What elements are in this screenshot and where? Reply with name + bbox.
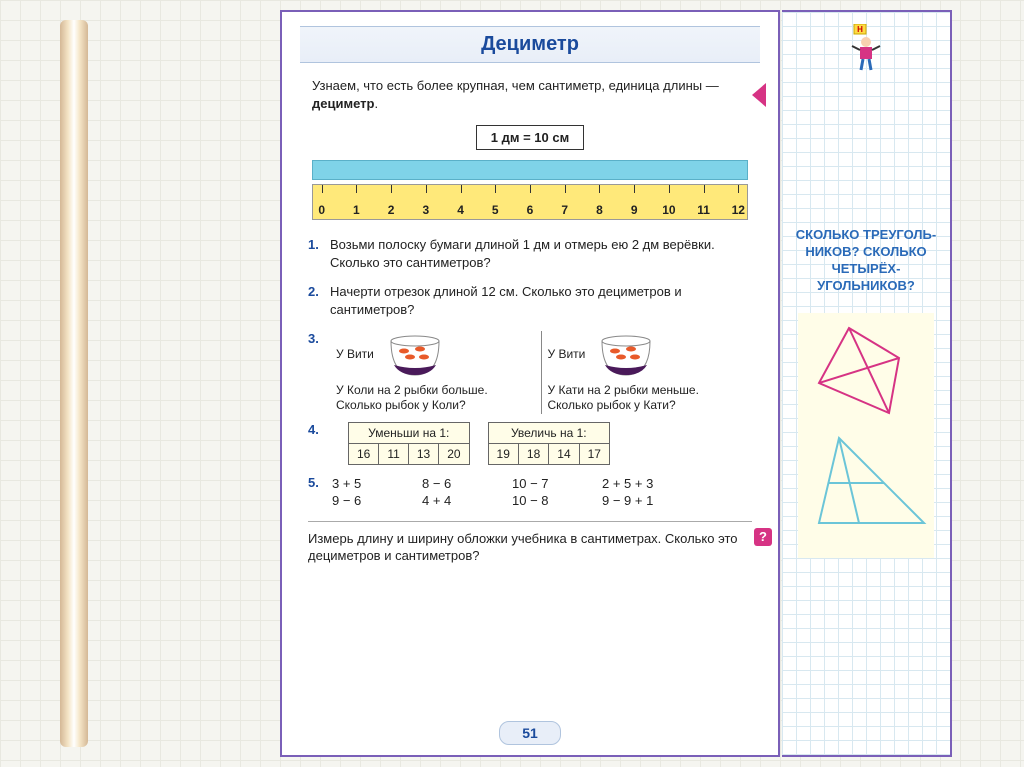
ruler-tick <box>565 185 566 193</box>
ruler-number: 7 <box>561 203 568 217</box>
equation: 8 − 6 <box>422 475 510 492</box>
cyan-shape <box>819 438 924 523</box>
sidebar-question: СКОЛЬКО ТРЕУГОЛЬ-НИКОВ? СКОЛЬКО ЧЕТЫРЁХ-… <box>790 227 942 295</box>
task-2: 2. Начерти отрезок длиной 12 см. Сколько… <box>308 283 752 318</box>
inc-title: Увеличь на 1: <box>488 422 609 443</box>
ruler-number: 0 <box>318 203 325 217</box>
ruler-tick <box>426 185 427 193</box>
ruler-number: 3 <box>422 203 429 217</box>
task3-right-top: У Вити <box>548 347 586 363</box>
equation: 9 − 6 <box>332 492 420 509</box>
ruler-number: 1 <box>353 203 360 217</box>
equation: 4 + 4 <box>422 492 510 509</box>
task-text: Начерти отрезок длиной 12 см. Сколько эт… <box>330 283 752 318</box>
equation-column: 3 + 59 − 6 <box>332 475 420 509</box>
intro-part2: . <box>374 96 378 111</box>
task-number: 2. <box>308 283 330 318</box>
equation: 3 + 5 <box>332 475 420 492</box>
task-number: 4. <box>308 422 330 437</box>
ruler-tick <box>530 185 531 193</box>
ruler-diagram: 0123456789101112 <box>312 184 748 220</box>
question-badge-icon: ? <box>754 528 772 546</box>
equation: 10 − 7 <box>512 475 600 492</box>
ruler-number: 8 <box>596 203 603 217</box>
ruler-tick <box>356 185 357 193</box>
equation-column: 2 + 5 + 39 − 9 + 1 <box>602 475 690 509</box>
page-number-wrap: 51 <box>282 721 778 755</box>
equation-column: 8 − 64 + 4 <box>422 475 510 509</box>
ruler-number: 12 <box>732 203 745 217</box>
table-cell: 13 <box>408 443 438 464</box>
task-number: 5. <box>308 475 330 509</box>
table-cell: 17 <box>579 443 609 464</box>
table-cell: 11 <box>379 443 408 464</box>
textbook-page: Дециметр Узнаем, что есть более крупная,… <box>280 10 780 757</box>
ruler-tick <box>599 185 600 193</box>
page-number: 51 <box>499 721 561 745</box>
ruler-tick <box>461 185 462 193</box>
task3-right-column: У Вити У Кати на 2 рыбки меньше. Сколько… <box>541 331 753 414</box>
ruler-tick <box>495 185 496 193</box>
red-shape <box>819 328 899 413</box>
ruler-number: 5 <box>492 203 499 217</box>
task-number: 3. <box>308 331 330 414</box>
intro-part1: Узнаем, что есть более крупная, чем сант… <box>312 78 719 93</box>
equation: 10 − 8 <box>512 492 600 509</box>
ruler-number: 2 <box>388 203 395 217</box>
kid-figure-icon: Н <box>790 24 942 77</box>
ruler-number: 6 <box>527 203 534 217</box>
ruler-number: 4 <box>457 203 464 217</box>
task-5: 5. 3 + 59 − 6 8 − 64 + 4 10 − 710 − 8 2 … <box>308 475 752 509</box>
table-cell: 14 <box>549 443 579 464</box>
decrease-table: Уменьши на 1: 16111320 <box>348 422 470 465</box>
task-1: 1. Возьми полоску бумаги длиной 1 дм и о… <box>308 236 752 271</box>
footer-task: Измерь длину и ширину обложки учебника в… <box>308 530 752 565</box>
footer-text: Измерь длину и ширину обложки учебника в… <box>308 531 737 564</box>
table-cell: 16 <box>349 443 379 464</box>
task3-left-column: У Вити У Коли на 2 рыбки больше. Сколько… <box>330 331 541 414</box>
table-cell: 20 <box>439 443 469 464</box>
fishbowl-icon <box>591 331 661 379</box>
table-cell: 18 <box>518 443 548 464</box>
shapes-box <box>798 313 934 558</box>
pink-arrow-icon <box>752 83 766 107</box>
ruler-tick <box>738 185 739 193</box>
equation: 2 + 5 + 3 <box>602 475 690 492</box>
ruler-tick <box>704 185 705 193</box>
increase-table: Увеличь на 1: 19181417 <box>488 422 610 465</box>
divider <box>308 521 752 522</box>
ruler-tick <box>634 185 635 193</box>
ruler-tick <box>322 185 323 193</box>
ruler-tick <box>669 185 670 193</box>
sidebar-panel: Н СКОЛЬКО ТРЕУГОЛЬ-НИКОВ? СКОЛЬКО ЧЕТЫРЁ… <box>782 10 952 757</box>
ruler-number: 10 <box>662 203 675 217</box>
ruler-tick <box>391 185 392 193</box>
page-title: Дециметр <box>300 26 760 63</box>
task-4: 4. Уменьши на 1: 16111320 Увеличь на 1: … <box>308 422 752 465</box>
ruler-number: 9 <box>631 203 638 217</box>
task-3: 3. У Вити У Коли на 2 рыбки боль <box>308 331 752 414</box>
cyan-paper-strip <box>312 160 748 180</box>
task-number: 1. <box>308 236 330 271</box>
dec-title: Уменьши на 1: <box>349 422 470 443</box>
kid-badge-letter: Н <box>857 25 863 34</box>
ruler-number: 11 <box>697 203 710 217</box>
task-text: Возьми полоску бумаги длиной 1 дм и отме… <box>330 236 752 271</box>
intro-bold: дециметр <box>312 96 374 111</box>
table-cell: 19 <box>488 443 518 464</box>
equation: 9 − 9 + 1 <box>602 492 690 509</box>
fishbowl-icon <box>380 331 450 379</box>
book-spine-decoration <box>60 20 88 747</box>
task3-left-top: У Вити <box>336 347 374 363</box>
task3-right-text: У Кати на 2 рыбки меньше. Сколько рыбок … <box>548 383 747 414</box>
task3-left-text: У Коли на 2 рыбки больше. Сколько рыбок … <box>336 383 535 414</box>
equation-column: 10 − 710 − 8 <box>512 475 600 509</box>
formula-box: 1 дм = 10 см <box>476 125 584 150</box>
intro-text: Узнаем, что есть более крупная, чем сант… <box>312 77 748 113</box>
